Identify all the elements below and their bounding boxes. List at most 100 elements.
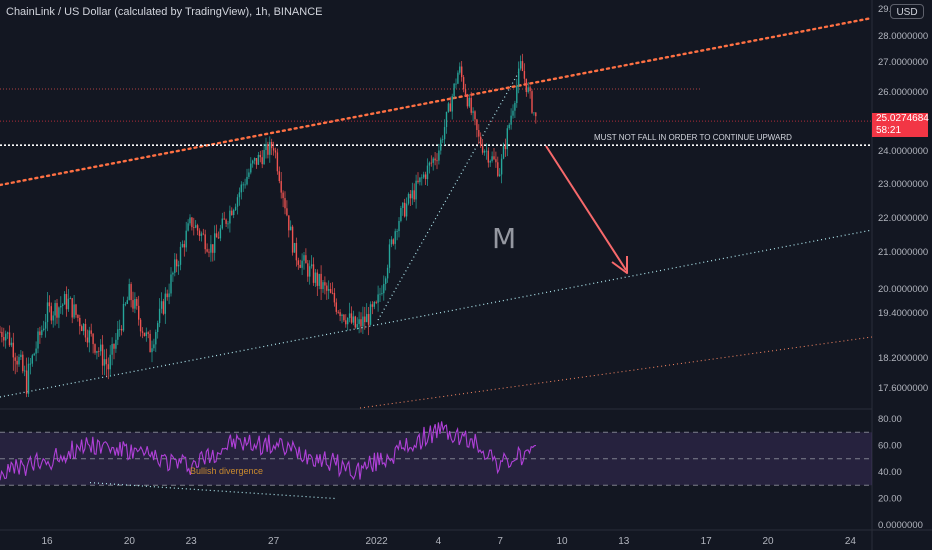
candle-body bbox=[426, 165, 429, 180]
candle-body bbox=[396, 231, 398, 232]
candle-body bbox=[443, 127, 446, 140]
candle-body bbox=[22, 354, 24, 372]
candle-body bbox=[499, 174, 501, 176]
time-tick-label: 17 bbox=[701, 536, 713, 547]
candle-body bbox=[62, 304, 64, 306]
candle-body bbox=[371, 304, 374, 307]
candle-body bbox=[50, 306, 52, 321]
candle-body bbox=[56, 303, 58, 318]
price-tick-label: 26.0000000 bbox=[878, 87, 928, 98]
candle-body bbox=[242, 184, 244, 186]
candle-body bbox=[252, 160, 254, 164]
candle-body bbox=[480, 136, 482, 147]
candle-body bbox=[261, 157, 263, 165]
support-annotation: MUST NOT FALL IN ORDER TO CONTINUE UPWAR… bbox=[594, 133, 792, 142]
candle-body bbox=[500, 158, 503, 175]
candle-body bbox=[126, 300, 128, 304]
candle-body bbox=[60, 305, 62, 308]
candle-body bbox=[257, 154, 260, 165]
candle-body bbox=[476, 119, 478, 131]
candle-body bbox=[103, 359, 106, 366]
candle-body bbox=[63, 294, 66, 305]
candle-body bbox=[58, 307, 60, 318]
candle-body bbox=[44, 322, 47, 329]
price-tick-label: 17.6000000 bbox=[878, 383, 928, 394]
candle-body bbox=[491, 156, 493, 161]
candle-body bbox=[375, 302, 377, 303]
candle-body bbox=[84, 323, 87, 338]
candle-body bbox=[166, 293, 168, 298]
candle-body bbox=[303, 255, 305, 261]
candle-body bbox=[81, 326, 83, 332]
candle-body bbox=[455, 83, 457, 85]
candle-body bbox=[314, 272, 317, 283]
candle-body bbox=[489, 160, 491, 163]
candle-body bbox=[394, 231, 396, 244]
candle-body bbox=[69, 298, 71, 299]
price-tick-label: 18.2000000 bbox=[878, 353, 928, 364]
candle-body bbox=[214, 233, 216, 253]
candle-body bbox=[307, 263, 309, 277]
candle-body bbox=[217, 237, 220, 239]
candle-body bbox=[200, 233, 203, 236]
candle-body bbox=[519, 61, 522, 69]
candle-body bbox=[177, 264, 180, 267]
candle-body bbox=[440, 139, 442, 151]
candle-body bbox=[423, 174, 425, 178]
candle-body bbox=[71, 298, 73, 318]
candle-body bbox=[16, 360, 18, 365]
candle-body bbox=[227, 223, 229, 225]
candle-body bbox=[185, 230, 187, 248]
candle-body bbox=[107, 364, 109, 370]
candle-body bbox=[25, 370, 28, 394]
candle-body bbox=[187, 223, 189, 231]
candle-body bbox=[354, 316, 356, 328]
candle-body bbox=[445, 111, 448, 128]
candle-body bbox=[170, 274, 172, 294]
candle-body bbox=[502, 146, 505, 159]
divergence-label: Bullish divergence bbox=[190, 466, 264, 476]
candle-body bbox=[153, 344, 155, 349]
candle-body bbox=[436, 160, 438, 162]
candle-body bbox=[164, 293, 166, 314]
candle-body bbox=[240, 184, 242, 193]
candle-body bbox=[215, 233, 218, 238]
last-price-tag: 25.0274684 58:21 bbox=[872, 113, 929, 137]
candle-body bbox=[183, 244, 185, 248]
candle-body bbox=[286, 208, 288, 216]
candle-body bbox=[198, 230, 201, 236]
candle-body bbox=[193, 227, 195, 228]
candle-body bbox=[132, 300, 134, 309]
candle-body bbox=[356, 324, 358, 328]
price-tick-label: 28.0000000 bbox=[878, 31, 928, 42]
projection-arrow bbox=[545, 145, 627, 271]
candle-body bbox=[381, 293, 383, 295]
candle-body bbox=[369, 304, 372, 325]
candle-body bbox=[404, 202, 406, 217]
candle-body bbox=[523, 71, 526, 79]
candle-body bbox=[278, 171, 280, 182]
candle-body bbox=[405, 203, 408, 217]
candle-body bbox=[82, 323, 85, 332]
candle-body bbox=[138, 305, 140, 320]
candle-body bbox=[379, 293, 381, 295]
candle-body bbox=[155, 331, 157, 345]
rsi-tick-label: 60.00 bbox=[878, 441, 902, 452]
candle-body bbox=[33, 353, 35, 356]
candle-body bbox=[46, 302, 49, 323]
candle-body bbox=[90, 330, 92, 334]
candle-body bbox=[312, 264, 315, 283]
candle-body bbox=[176, 259, 178, 267]
candle-body bbox=[41, 330, 43, 336]
candle-body bbox=[75, 304, 77, 315]
candle-body bbox=[43, 328, 45, 331]
candle-body bbox=[14, 357, 16, 361]
candle-body bbox=[366, 314, 368, 323]
time-tick-label: 24 bbox=[845, 536, 857, 547]
candle-body bbox=[27, 363, 30, 394]
price-tick-label: 23.0000000 bbox=[878, 179, 928, 190]
time-tick-label: 4 bbox=[436, 536, 442, 547]
currency-selector[interactable]: USD bbox=[890, 4, 924, 19]
candle-body bbox=[390, 239, 393, 245]
